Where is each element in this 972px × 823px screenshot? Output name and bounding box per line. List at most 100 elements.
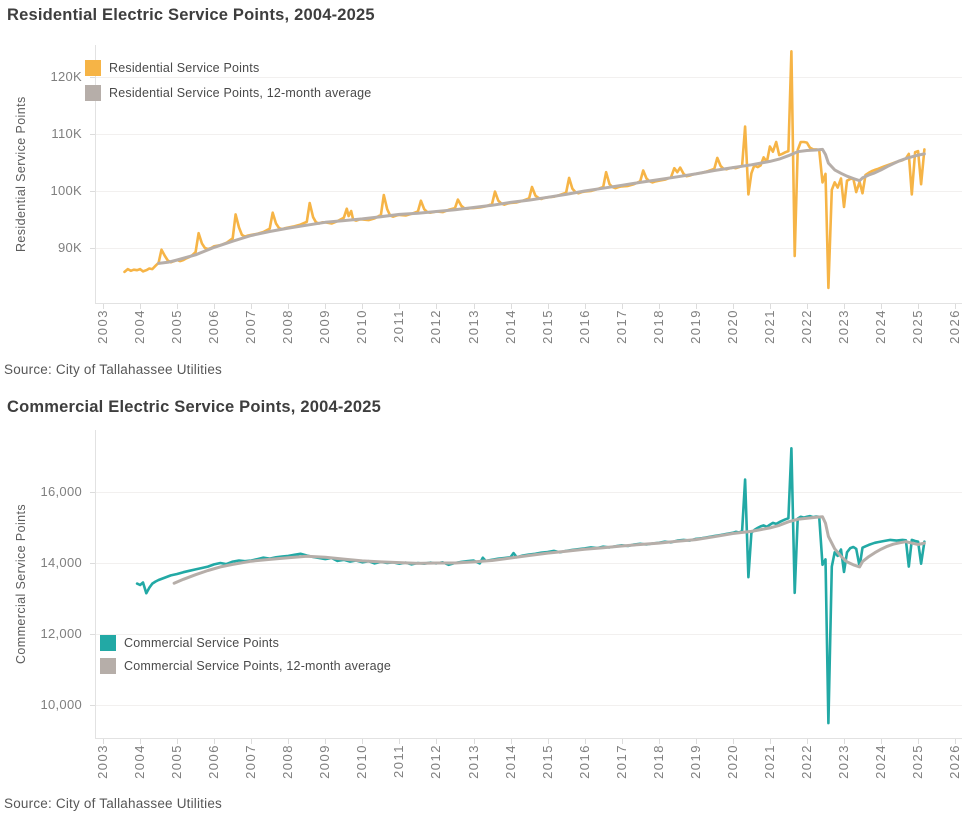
y-tick-label: 16,000: [40, 484, 82, 499]
gridline: [96, 77, 962, 78]
y-tick-mark: [90, 634, 95, 635]
x-tick-mark: [695, 739, 697, 744]
x-tick-mark: [214, 739, 216, 744]
gridline: [96, 563, 962, 564]
y-tick-mark: [90, 134, 95, 135]
y-tick-label: 12,000: [40, 626, 82, 641]
commercial-legend: Commercial Service Points Commercial Ser…: [100, 635, 391, 674]
x-tick-mark: [288, 739, 290, 744]
x-tick-mark: [658, 304, 660, 309]
x-tick-mark: [584, 304, 586, 309]
legend-label: Residential Service Points: [109, 61, 260, 75]
x-tick-mark: [918, 304, 920, 309]
commercial-chart-title: Commercial Electric Service Points, 2004…: [7, 398, 382, 416]
y-tick-mark: [90, 492, 95, 493]
commercial-source-note: Source: City of Tallahassee Utilities: [4, 796, 222, 811]
y-tick-mark: [90, 191, 95, 192]
x-tick-mark: [918, 739, 920, 744]
y-tick-mark: [90, 248, 95, 249]
x-tick-mark: [177, 304, 179, 309]
legend-item: Residential Service Points: [85, 60, 371, 76]
x-tick-mark: [510, 304, 512, 309]
x-tick-mark: [955, 739, 957, 744]
x-tick-mark: [806, 739, 808, 744]
x-tick-mark: [251, 304, 253, 309]
x-tick-mark: [140, 304, 142, 309]
x-tick-mark: [103, 304, 104, 309]
x-tick-mark: [547, 304, 549, 309]
x-tick-mark: [177, 739, 179, 744]
residential-series-swatch: [85, 60, 101, 76]
x-tick-mark: [399, 304, 401, 309]
x-tick-mark: [473, 304, 475, 309]
x-tick-mark: [436, 739, 438, 744]
gridline: [96, 248, 962, 249]
y-axis-line: [95, 430, 96, 738]
residential-chart: Residential Electric Service Points, 200…: [0, 0, 972, 355]
series-lines: [135, 446, 926, 725]
residential-legend: Residential Service Points Residential S…: [85, 60, 371, 101]
legend-item: Commercial Service Points: [100, 635, 391, 651]
x-tick-mark: [732, 304, 734, 309]
x-tick-mark: [881, 304, 883, 309]
series-lines: [123, 49, 926, 290]
residential-average-swatch: [85, 85, 101, 101]
y-tick-label: 90K: [57, 240, 82, 255]
x-tick-mark: [399, 739, 401, 744]
residential-chart-title: Residential Electric Service Points, 200…: [7, 6, 375, 24]
gridline: [96, 634, 962, 635]
x-tick-mark: [844, 739, 845, 744]
x-tick-mark: [547, 739, 549, 744]
x-tick-mark: [621, 739, 623, 744]
x-tick-mark: [769, 304, 771, 309]
x-tick-mark: [325, 739, 327, 744]
legend-label: Commercial Service Points, 12-month aver…: [124, 659, 392, 673]
x-axis-line: [95, 738, 962, 739]
series-line: [135, 446, 926, 725]
x-axis-line: [95, 303, 962, 304]
x-tick-mark: [362, 304, 364, 309]
x-tick-mark: [621, 304, 623, 309]
y-tick-label: 100K: [50, 183, 82, 198]
x-tick-mark: [214, 304, 216, 309]
y-tick-label: 14,000: [40, 555, 82, 570]
legend-label: Residential Service Points, 12-month ave…: [109, 86, 372, 100]
gridline: [96, 492, 962, 493]
x-tick-mark: [658, 739, 660, 744]
y-tick-label: 110K: [51, 126, 82, 141]
commercial-chart: Commercial Electric Service Points, 2004…: [0, 392, 972, 784]
y-tick-mark: [90, 705, 95, 706]
x-tick-mark: [251, 739, 253, 744]
y-tick-label: 10,000: [40, 697, 82, 712]
legend-item: Commercial Service Points, 12-month aver…: [100, 658, 391, 674]
x-tick-mark: [473, 739, 475, 744]
y-tick-mark: [90, 563, 95, 564]
series-line: [172, 515, 926, 585]
commercial-series-swatch: [100, 635, 116, 651]
legend-label: Commercial Service Points: [124, 636, 280, 650]
y-tick-label: 120K: [50, 69, 82, 84]
commercial-average-swatch: [100, 658, 116, 674]
gridline: [96, 134, 962, 135]
x-tick-mark: [881, 739, 883, 744]
x-tick-mark: [732, 739, 734, 744]
x-tick-mark: [769, 739, 771, 744]
legend-item: Residential Service Points, 12-month ave…: [85, 85, 371, 101]
x-tick-mark: [288, 304, 290, 309]
x-tick-mark: [140, 739, 142, 744]
x-tick-mark: [362, 739, 364, 744]
x-tick-mark: [510, 739, 512, 744]
x-tick-mark: [806, 304, 808, 309]
x-tick-mark: [103, 739, 104, 744]
x-tick-mark: [955, 304, 957, 309]
x-tick-mark: [436, 304, 438, 309]
gridline: [96, 705, 962, 706]
series-line: [157, 147, 926, 265]
y-tick-mark: [90, 77, 95, 78]
x-tick-mark: [584, 739, 586, 744]
x-tick-mark: [325, 304, 327, 309]
gridline: [96, 191, 962, 192]
residential-source-note: Source: City of Tallahassee Utilities: [4, 362, 222, 377]
y-axis-line: [95, 45, 96, 303]
